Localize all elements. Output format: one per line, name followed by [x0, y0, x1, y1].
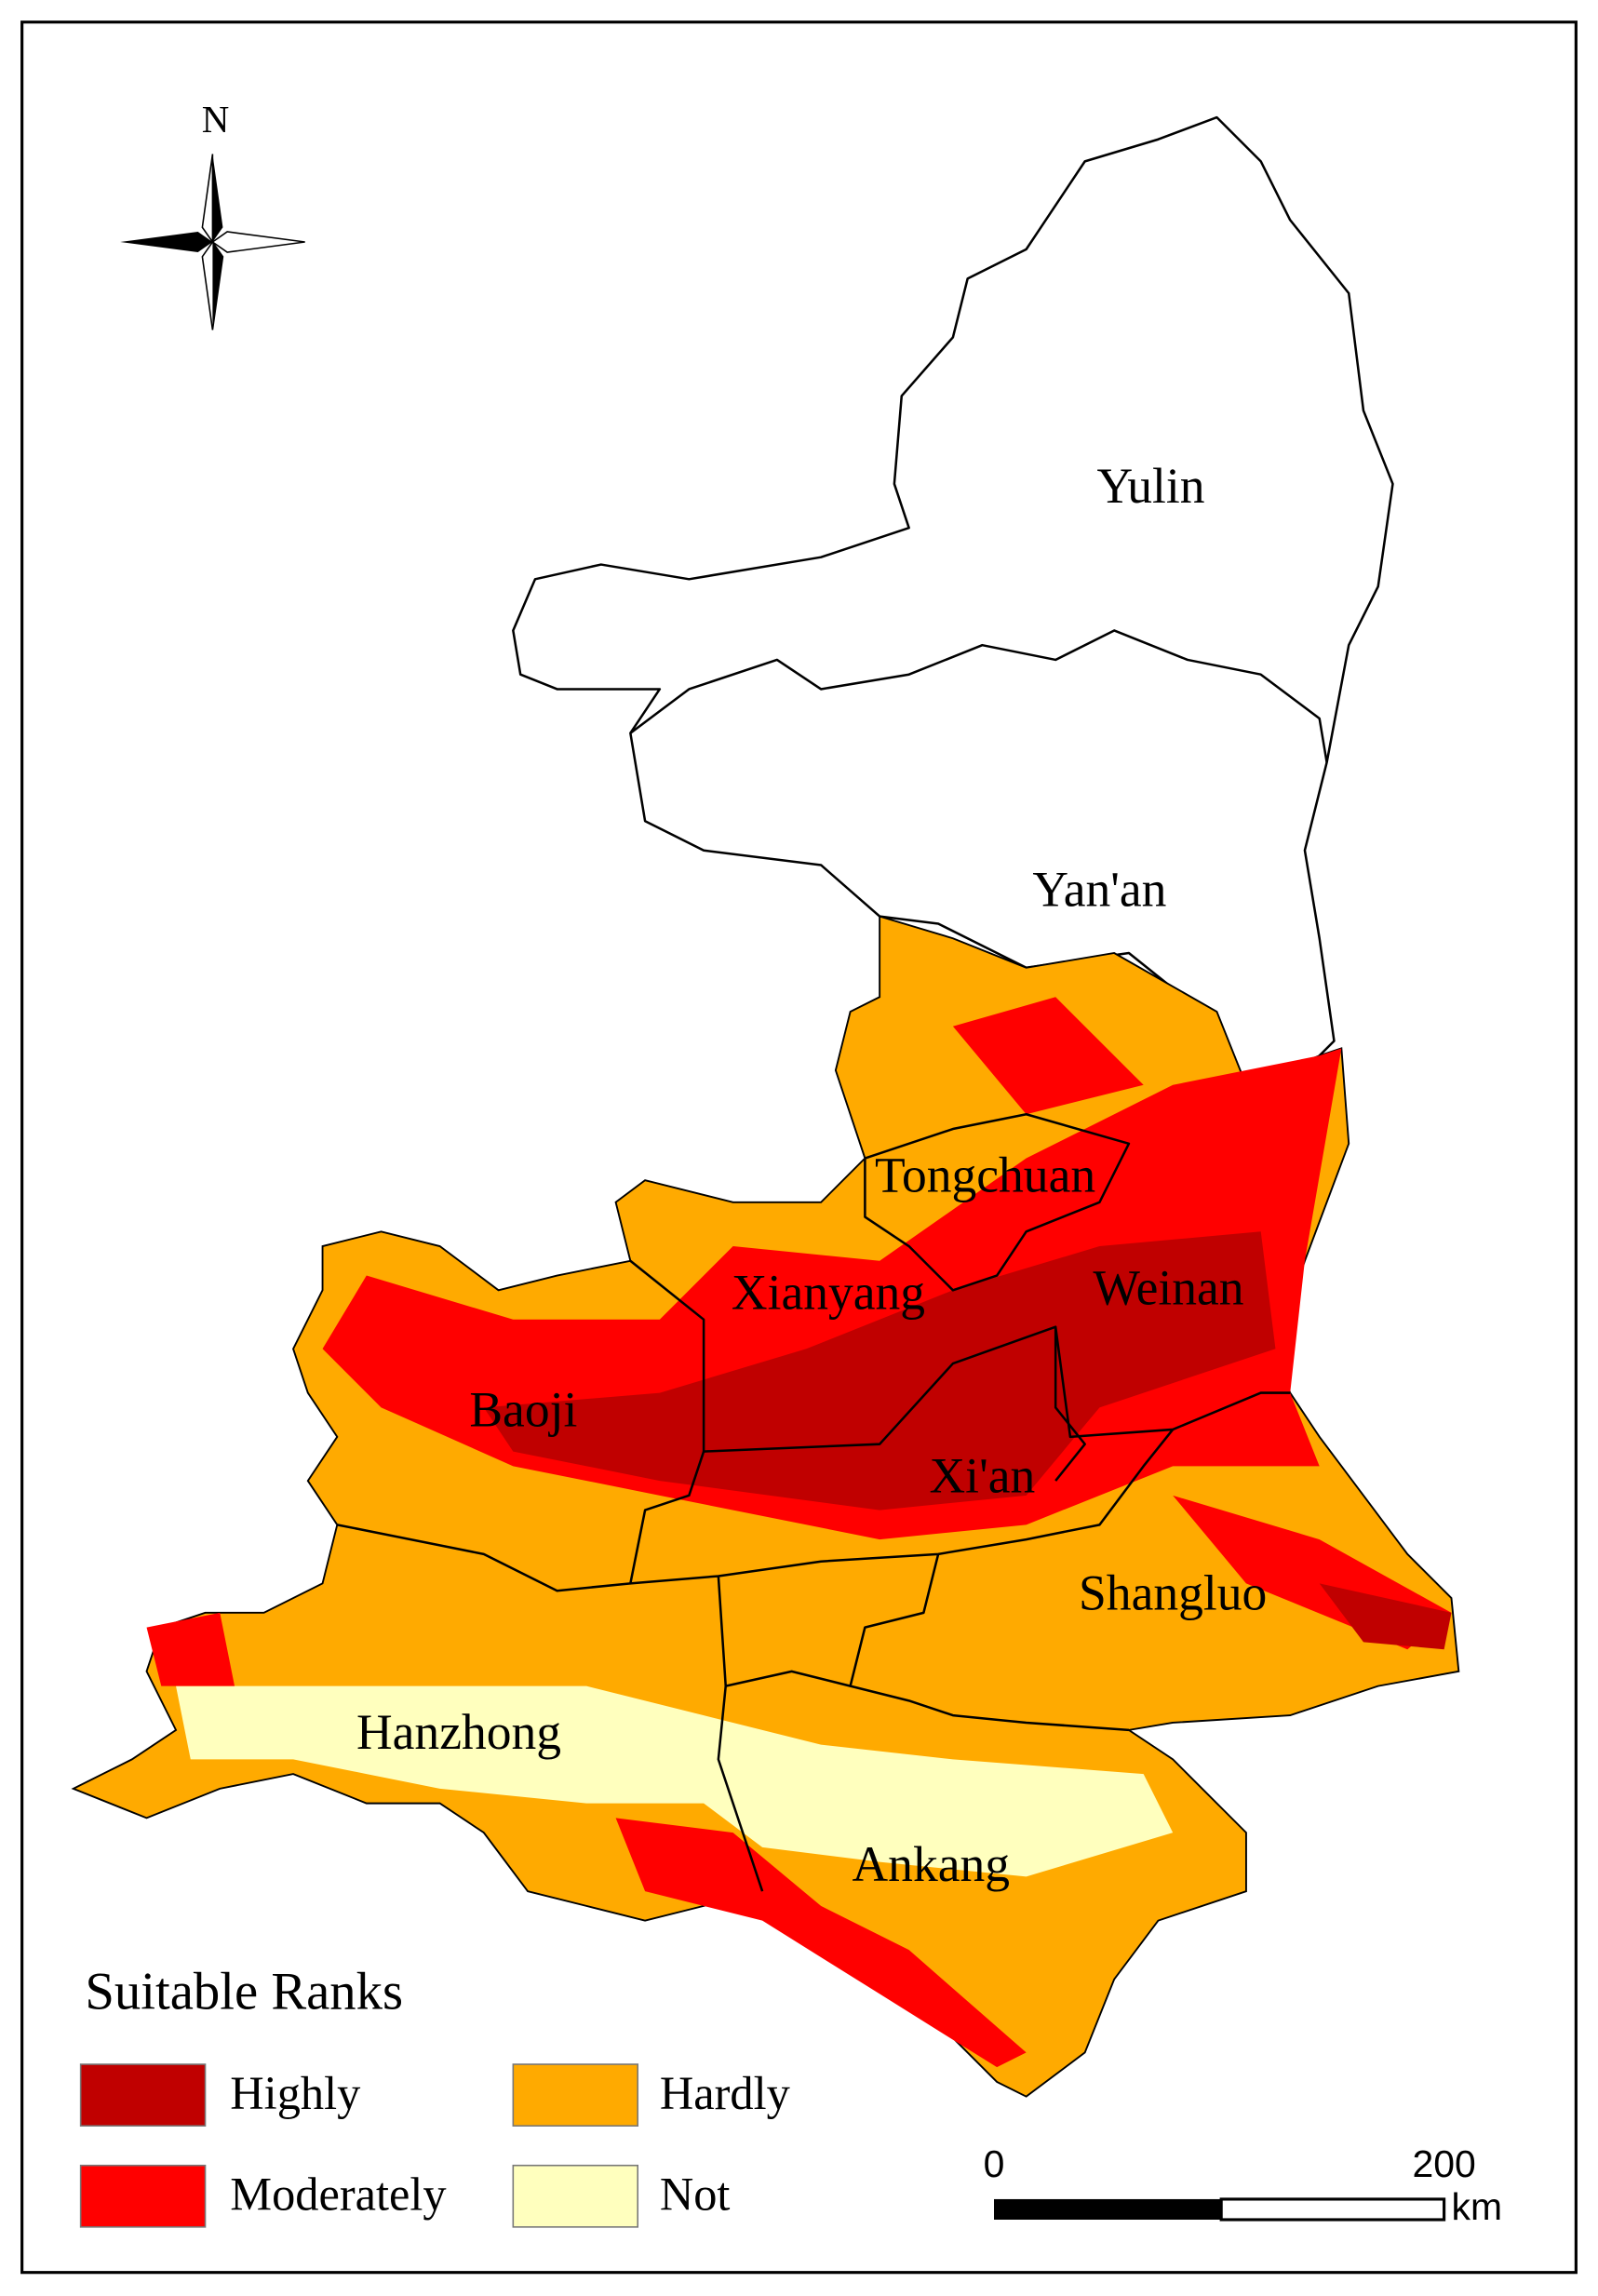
- legend-swatch: [79, 2164, 207, 2228]
- scale-label: 200: [1412, 2142, 1475, 2185]
- boundary: [717, 1576, 764, 1892]
- not-area: [176, 1685, 1174, 1877]
- region-label: Xi'an: [930, 1447, 1036, 1503]
- scale-unit: km: [1451, 2185, 1502, 2228]
- region-label: Shangluo: [1079, 1564, 1267, 1620]
- moderately-area: [146, 1612, 235, 1686]
- legend-label: Hardly: [660, 2067, 790, 2119]
- legend-label: Highly: [230, 2067, 360, 2119]
- boundary: [864, 1113, 1131, 1292]
- region-label: Hanzhong: [356, 1704, 561, 1760]
- region-label: Xianyang: [732, 1264, 925, 1320]
- region-label: Ankang: [853, 1836, 1011, 1892]
- moderately-area: [615, 1818, 1027, 2068]
- region-north: [512, 115, 1394, 1087]
- highly-area: [483, 1231, 1276, 1511]
- legend-swatch: [79, 2063, 207, 2127]
- region-label: Yulin: [1097, 458, 1205, 514]
- region-label: Baoji: [469, 1381, 577, 1437]
- moderately-area: [952, 997, 1144, 1115]
- boundary: [629, 629, 1328, 763]
- legend-swatch: [512, 2063, 639, 2127]
- legend-title: Suitable Ranks: [85, 1963, 403, 2021]
- legend-label: Not: [660, 2168, 731, 2221]
- legend-label: Moderately: [230, 2168, 446, 2221]
- region-label: Yan'an: [1032, 861, 1166, 917]
- scale-bar: [994, 2198, 1222, 2220]
- highly-area: [1319, 1583, 1452, 1650]
- scale-label: 0: [984, 2142, 1005, 2185]
- boundary: [725, 1670, 851, 1687]
- boundary: [849, 1553, 1130, 1732]
- north-arrow: [120, 154, 305, 330]
- north-label: N: [202, 99, 230, 141]
- boundary: [629, 1259, 1086, 1482]
- region-label: Weinan: [1093, 1260, 1243, 1316]
- region-label: Tongchuan: [875, 1147, 1095, 1202]
- boundary: [630, 1429, 1175, 1585]
- legend: Highly Moderately Hardly Not: [79, 2063, 790, 2228]
- legend-swatch: [512, 2164, 639, 2228]
- scale-bar: [1219, 2197, 1446, 2222]
